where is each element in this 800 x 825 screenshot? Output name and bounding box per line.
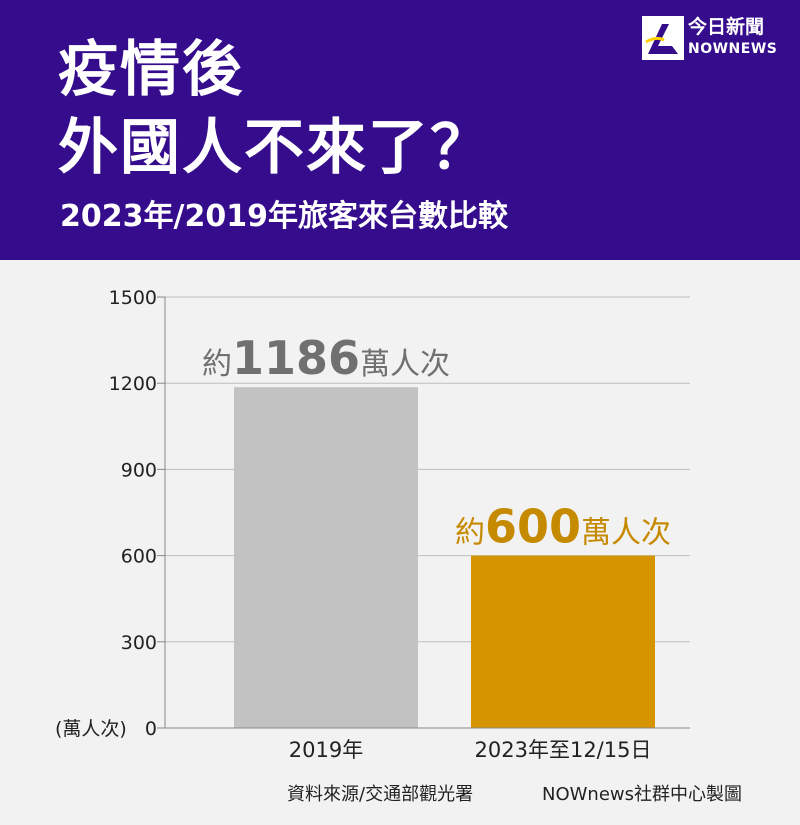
x-tick-labels: 2019年 2023年至12/15日 xyxy=(289,738,652,762)
x-tick-label: 2019年 xyxy=(289,738,363,762)
y-tick-label: 1200 xyxy=(109,373,157,395)
subtitle: 2023年/2019年旅客來台數比較 xyxy=(60,199,508,234)
y-tick-label: 1500 xyxy=(109,287,157,309)
bar xyxy=(234,387,418,728)
credit-note: NOWnews社群中心製圖 xyxy=(542,784,743,805)
logo-text-en: NOWNEWS xyxy=(688,41,778,57)
bar xyxy=(471,555,655,728)
data-label: 約600萬人次 xyxy=(455,500,671,554)
y-tick-label: 0 xyxy=(145,718,157,740)
y-tick-label: 300 xyxy=(121,632,157,654)
nownews-logo-icon xyxy=(642,16,684,60)
source-note: 資料來源/交通部觀光署 xyxy=(287,784,474,805)
logo-text-cn: 今日新聞 xyxy=(688,16,765,38)
y-tick-label: 900 xyxy=(121,459,157,481)
x-tick-label: 2023年至12/15日 xyxy=(475,738,652,762)
nownews-logo: 今日新聞 NOWNEWS xyxy=(642,16,792,64)
title-line-1: 疫情後 xyxy=(58,35,244,105)
y-axis-label: (萬人次) xyxy=(55,718,127,740)
bars xyxy=(234,387,655,728)
y-tick-labels: 0 300 600 900 1200 1500 xyxy=(109,287,157,740)
y-tick-label: 600 xyxy=(121,546,157,568)
bar-chart: 0 300 600 900 1200 1500 2019年 2023年至12/15日 約11… xyxy=(55,287,690,762)
header-banner: 疫情後 外國人不來了？ 2023年/2019年旅客來台數比較 今日新聞 NOWN… xyxy=(0,0,800,260)
title-line-2: 外國人不來了？ xyxy=(58,113,492,183)
data-label: 約1186萬人次 xyxy=(202,331,450,385)
